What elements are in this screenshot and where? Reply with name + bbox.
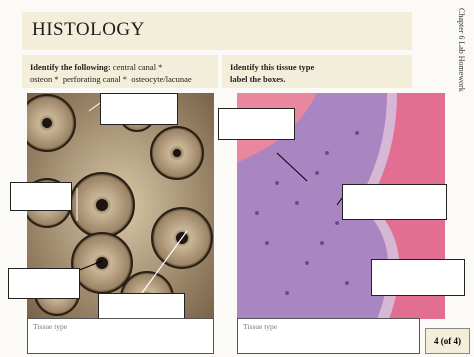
instruction-text: central canal * — [112, 62, 163, 72]
page-number: 4 (of 4) — [425, 328, 470, 354]
label-box[interactable] — [10, 182, 72, 211]
title: HISTOLOGY — [32, 19, 145, 40]
answer-label: Tissue type — [243, 322, 278, 331]
answer-box[interactable]: Tissue type — [27, 318, 214, 354]
header: HISTOLOGY — [22, 12, 412, 50]
side-tab: Chapter 6 Lab Homework — [452, 8, 474, 318]
answer-label: Tissue type — [33, 322, 68, 331]
right-instructions: Identify this tissue type label the boxe… — [222, 55, 412, 88]
label-box[interactable] — [98, 293, 185, 320]
label-box[interactable] — [100, 93, 178, 125]
label-box[interactable] — [218, 108, 295, 140]
label-box[interactable] — [371, 259, 465, 296]
label-box[interactable] — [8, 268, 80, 299]
instruction-text: osteon * perforating canal * osteocyte/l… — [30, 74, 192, 84]
left-instructions: Identify the following: central canal * … — [22, 55, 218, 88]
label-box[interactable] — [342, 184, 447, 220]
instruction-text: label the boxes. — [230, 74, 286, 84]
answer-box[interactable]: Tissue type — [237, 318, 420, 354]
side-label: Chapter 6 Lab Homework — [457, 8, 466, 92]
instruction-label: Identify the following: — [30, 62, 111, 72]
instruction-text: Identify this tissue type — [230, 62, 315, 72]
